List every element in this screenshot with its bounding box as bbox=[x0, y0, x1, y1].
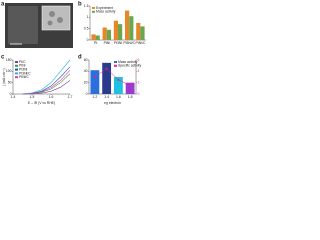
series-line bbox=[22, 80, 71, 95]
x-tick-label: 1.7 bbox=[68, 95, 73, 99]
legend-label: Experiment bbox=[96, 6, 113, 10]
y2-tick-label: 2 bbox=[138, 81, 140, 85]
bar bbox=[95, 35, 100, 40]
y-tick-label: 150 bbox=[6, 58, 12, 62]
x-tick-label: 1.8 bbox=[128, 95, 133, 99]
y-tick-label: 20 bbox=[84, 81, 88, 85]
x-tick-label: 1.6 bbox=[116, 95, 121, 99]
x-axis-label: E – iR (V vs RHE) bbox=[28, 101, 55, 105]
y-tick-label: 0.5 bbox=[84, 27, 89, 31]
legend-swatch bbox=[15, 72, 18, 75]
bar bbox=[118, 24, 123, 40]
y2-tick-label: 4 bbox=[138, 69, 140, 73]
legend-swatch bbox=[15, 76, 18, 79]
y-tick-label: 0 bbox=[86, 92, 88, 96]
bar bbox=[125, 82, 135, 94]
axis bbox=[88, 60, 137, 95]
x-tick-label: PtNi/C bbox=[136, 41, 146, 45]
y-tick-label: 1 bbox=[87, 15, 89, 19]
legend-label: Pt3Ni bbox=[19, 67, 28, 71]
y-tick-label: 50 bbox=[8, 81, 12, 85]
legend-label: PtNi bbox=[19, 64, 26, 68]
y-tick-label: 0 bbox=[87, 38, 89, 42]
legend-label: PtNi/C bbox=[19, 75, 29, 79]
x-tick-label: 1.6 bbox=[49, 95, 54, 99]
series-line bbox=[22, 73, 71, 95]
marker bbox=[129, 84, 132, 87]
panel-label: c bbox=[1, 55, 5, 61]
y-tick-label: 60 bbox=[84, 58, 88, 62]
bar bbox=[129, 16, 134, 40]
marker bbox=[105, 67, 108, 70]
legend-label: Pt3Ni/C bbox=[19, 71, 31, 75]
panel-label: a bbox=[1, 2, 5, 8]
bar bbox=[136, 23, 141, 40]
bar bbox=[113, 77, 123, 94]
y-tick-label: 100 bbox=[6, 69, 12, 73]
x-tick-label: 1.4 bbox=[104, 95, 109, 99]
legend-label: Mass activity bbox=[118, 60, 138, 64]
bar bbox=[140, 26, 145, 40]
bar bbox=[106, 29, 111, 40]
legend-swatch bbox=[15, 68, 18, 71]
bar bbox=[90, 70, 100, 94]
y2-tick-label: 0 bbox=[138, 92, 140, 96]
legend-label: Specific activity bbox=[118, 64, 141, 68]
y2-tick-label: 6 bbox=[138, 58, 140, 62]
bar bbox=[102, 62, 112, 94]
legend-swatch bbox=[92, 7, 95, 9]
x-tick-label: Pt bbox=[94, 41, 97, 45]
legend-swatch bbox=[15, 64, 18, 67]
y-tick-label: 1.5 bbox=[84, 4, 89, 8]
legend-swatch bbox=[114, 61, 117, 63]
legend-swatch bbox=[15, 61, 18, 63]
series-line bbox=[22, 59, 71, 95]
x-axis-label: eg electron bbox=[104, 101, 121, 105]
x-tick-label: 1.5 bbox=[30, 95, 35, 99]
legend-swatch bbox=[114, 64, 117, 67]
x-tick-label: 1.2 bbox=[93, 95, 98, 99]
legend-label: Mass activity bbox=[96, 10, 116, 14]
legend-swatch bbox=[92, 10, 95, 13]
series-line bbox=[94, 68, 131, 86]
x-tick-label: PtNi bbox=[104, 41, 111, 45]
panel-label: b bbox=[78, 2, 82, 8]
marker bbox=[93, 76, 96, 78]
bar bbox=[113, 20, 118, 40]
x-tick-label: Pt3Ni/C bbox=[123, 41, 135, 45]
y-tick-label: 40 bbox=[84, 69, 88, 73]
x-tick-label: Pt3Ni bbox=[114, 41, 123, 45]
legend-label: Pt/C bbox=[19, 60, 26, 64]
x-tick-label: 1.4 bbox=[11, 95, 16, 99]
bar bbox=[102, 27, 107, 40]
y-tick-label: 0 bbox=[10, 92, 12, 96]
marker bbox=[117, 78, 120, 81]
micrograph bbox=[5, 3, 73, 48]
bar bbox=[91, 34, 96, 40]
panel-label: d bbox=[78, 55, 82, 61]
figure: a bc d00.511.5Pt PtNi Pt3Ni Pt3Ni/C PtNi/CExpe… bbox=[1, 2, 146, 105]
series-line bbox=[22, 69, 71, 95]
bar bbox=[125, 10, 130, 40]
y-axis-label: j (mA cm⁻²) bbox=[2, 68, 6, 86]
